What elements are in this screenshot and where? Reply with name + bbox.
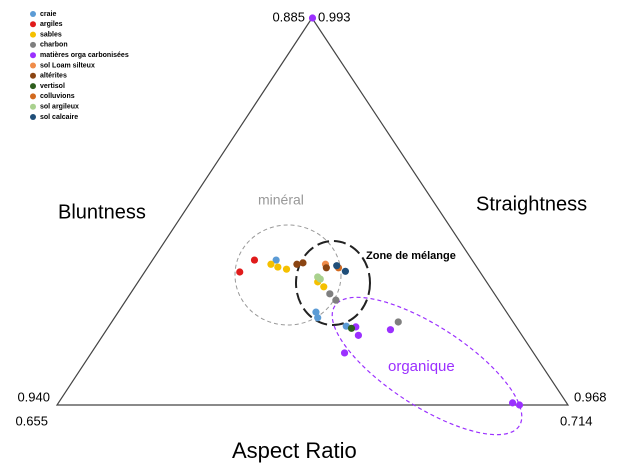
point xyxy=(312,308,320,316)
annotation: Zone de mélange xyxy=(366,250,456,262)
point xyxy=(515,401,524,409)
point xyxy=(326,290,334,298)
point xyxy=(386,326,395,334)
axis-title: Bluntness xyxy=(58,201,146,223)
point xyxy=(394,318,402,326)
point xyxy=(308,14,317,22)
legend-label: sol argileux xyxy=(40,104,79,111)
point xyxy=(320,283,328,291)
point xyxy=(274,263,282,271)
point xyxy=(267,260,275,268)
point xyxy=(299,259,307,267)
point xyxy=(341,267,350,275)
x-tick-label: 0.655 xyxy=(15,413,48,428)
legend-label: altérites xyxy=(40,73,67,80)
mix-zone xyxy=(295,240,371,326)
legend-swatch xyxy=(30,72,36,79)
point xyxy=(272,256,280,264)
legend-label: colluvions xyxy=(40,93,75,100)
left-tick-label: 0.885 xyxy=(272,9,305,24)
legend-label: sables xyxy=(40,31,62,38)
point xyxy=(293,260,301,268)
point xyxy=(354,331,363,339)
legend-swatch xyxy=(30,114,36,120)
point xyxy=(347,324,356,332)
legend-swatch xyxy=(30,103,36,110)
legend-label: sol calcaire xyxy=(40,114,78,121)
point xyxy=(236,268,244,276)
left-tick-label: 0.940 xyxy=(17,389,50,404)
x-tick-label: 0.714 xyxy=(560,413,593,428)
legend-swatch xyxy=(30,83,36,90)
point xyxy=(332,296,340,304)
axis-title: Straightness xyxy=(476,193,587,215)
mineral-zone xyxy=(234,224,342,326)
legend-swatch xyxy=(30,21,36,28)
point xyxy=(250,256,259,264)
legend-swatch xyxy=(30,62,36,69)
legend-label: argiles xyxy=(40,21,63,28)
legend-swatch xyxy=(30,41,36,48)
legend-label: craie xyxy=(40,11,56,18)
legend-label: matières orga carbonisées xyxy=(40,52,129,59)
triangle xyxy=(55,16,570,406)
right-tick-label: 0.968 xyxy=(574,389,607,404)
point xyxy=(314,314,322,322)
legend-label: vertisol xyxy=(40,83,65,90)
right-tick-label: 0.993 xyxy=(318,9,351,24)
legend-label: charbon xyxy=(40,42,68,49)
organic-zone xyxy=(331,296,523,436)
annotation: minéral xyxy=(258,192,304,208)
point xyxy=(316,275,324,283)
annotation: organique xyxy=(388,358,455,375)
point xyxy=(282,265,291,273)
legend-label: sol Loam silteux xyxy=(40,62,95,69)
point xyxy=(333,262,341,270)
legend-swatch xyxy=(30,11,36,17)
axis-title: Aspect Ratio xyxy=(232,438,357,463)
legend-swatch xyxy=(30,31,36,38)
legend-swatch xyxy=(30,52,36,59)
point xyxy=(508,399,517,407)
legend-swatch xyxy=(30,93,36,100)
point xyxy=(340,349,349,357)
point xyxy=(322,264,330,272)
